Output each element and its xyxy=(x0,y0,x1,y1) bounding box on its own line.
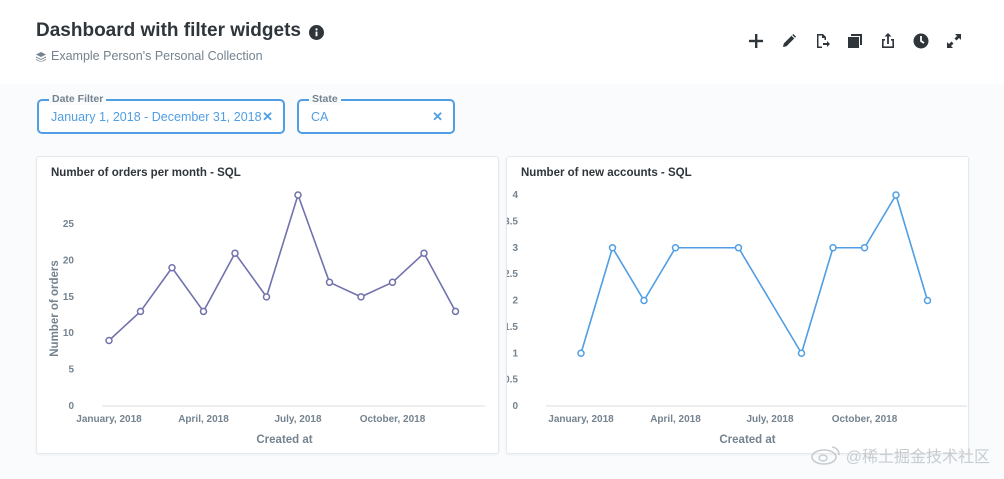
orders-chart-card[interactable]: Number of orders per month - SQL 0 5 10 15 2… xyxy=(36,156,499,454)
watermark: @稀土掘金技术社区 xyxy=(810,443,990,467)
y-tick-label: 0 xyxy=(68,401,74,412)
accounts-line-chart: 0 0.5 1 1.5 2 2.5 3 3.5 4 January, 2018 April, 201… xyxy=(507,190,967,446)
data-point[interactable] xyxy=(388,278,397,287)
data-point[interactable] xyxy=(199,307,208,316)
state-filter-widget[interactable]: State CA ✕ xyxy=(297,93,455,134)
data-point[interactable] xyxy=(892,191,900,199)
state-filter-clear-button[interactable]: ✕ xyxy=(432,109,443,124)
duplicate-icon[interactable] xyxy=(838,31,871,51)
y-axis-title: Number of orders xyxy=(49,260,61,357)
series-line xyxy=(108,194,457,342)
y-tick-label: 2.5 xyxy=(507,269,518,280)
y-tick-label: 3 xyxy=(512,243,518,254)
x-tick-label: April, 2018 xyxy=(178,414,229,425)
x-tick-label: January, 2018 xyxy=(548,414,614,425)
data-point[interactable] xyxy=(640,296,648,305)
y-tick-label: 1 xyxy=(512,348,518,359)
collection-breadcrumb[interactable]: Example Person's Personal Collection xyxy=(36,49,263,63)
data-point[interactable] xyxy=(231,249,239,257)
auto-refresh-icon[interactable] xyxy=(904,31,937,51)
data-point[interactable] xyxy=(577,349,585,357)
accounts-chart-card[interactable]: Number of new accounts - SQL 0 0.5 1 1.5 2 2.… xyxy=(506,156,969,454)
date-filter-value[interactable]: January 1, 2018 - December 31, 2018 xyxy=(51,110,262,124)
data-point[interactable] xyxy=(671,244,680,252)
date-filter-clear-button[interactable]: ✕ xyxy=(262,109,273,124)
collection-name: Example Person's Personal Collection xyxy=(51,49,263,63)
y-tick-label: 0 xyxy=(512,401,518,412)
data-point[interactable] xyxy=(829,244,837,252)
x-tick-label: January, 2018 xyxy=(76,414,142,425)
x-tick-label: October, 2018 xyxy=(360,414,426,425)
page-title-text: Dashboard with filter widgets xyxy=(36,20,301,41)
move-icon[interactable] xyxy=(805,31,838,51)
x-axis-title: Created at xyxy=(719,434,775,446)
series-line xyxy=(580,194,929,355)
data-point[interactable] xyxy=(325,278,334,287)
collection-icon xyxy=(36,51,46,62)
date-filter-widget[interactable]: Date Filter January 1, 2018 - December 3… xyxy=(37,93,285,134)
y-tick-label: 1.5 xyxy=(507,322,518,333)
data-point[interactable] xyxy=(420,249,428,257)
edit-icon[interactable] xyxy=(772,31,805,51)
state-filter-label: State xyxy=(309,93,341,105)
info-icon[interactable] xyxy=(308,24,324,40)
accounts-chart-title[interactable]: Number of new accounts - SQL xyxy=(521,167,692,179)
y-tick-label: 20 xyxy=(63,255,75,266)
page-title: Dashboard with filter widgets xyxy=(36,20,324,42)
data-point[interactable] xyxy=(294,191,302,199)
date-filter-label: Date Filter xyxy=(49,93,107,105)
x-tick-label: October, 2018 xyxy=(832,414,898,425)
y-tick-label: 3.5 xyxy=(507,216,518,227)
y-tick-label: 10 xyxy=(63,328,75,339)
data-point[interactable] xyxy=(860,244,869,252)
y-tick-label: 0.5 xyxy=(507,375,518,386)
data-point[interactable] xyxy=(923,296,932,305)
fullscreen-icon[interactable] xyxy=(937,31,970,51)
data-point[interactable] xyxy=(136,307,145,316)
watermark-text: @稀土掘金技术社区 xyxy=(845,449,990,466)
y-tick-label: 25 xyxy=(63,219,75,230)
data-point[interactable] xyxy=(797,349,806,357)
data-point[interactable] xyxy=(168,264,176,272)
share-icon[interactable] xyxy=(871,31,904,51)
y-tick-label: 4 xyxy=(512,190,518,201)
dashboard-header: Dashboard with filter widgets Example Pe… xyxy=(0,0,1004,84)
weibo-logo-icon xyxy=(810,445,842,465)
y-tick-label: 5 xyxy=(68,365,74,376)
y-tick-label: 15 xyxy=(63,292,75,303)
x-tick-label: July, 2018 xyxy=(746,414,794,425)
dashboard-toolbar xyxy=(739,31,970,51)
state-filter-value[interactable]: CA xyxy=(311,110,329,124)
orders-line-chart: 0 5 10 15 20 25 January, 2018 April, 2018 July, … xyxy=(49,191,485,446)
x-tick-label: April, 2018 xyxy=(650,414,701,425)
data-point[interactable] xyxy=(105,336,113,345)
add-icon[interactable] xyxy=(739,31,772,51)
data-point[interactable] xyxy=(451,307,460,316)
data-point[interactable] xyxy=(262,293,271,301)
data-point[interactable] xyxy=(734,244,743,252)
data-point[interactable] xyxy=(608,244,617,252)
y-tick-label: 2 xyxy=(512,296,518,307)
x-axis-title: Created at xyxy=(256,434,312,446)
data-point[interactable] xyxy=(357,293,365,301)
orders-chart-title[interactable]: Number of orders per month - SQL xyxy=(51,167,241,179)
x-tick-label: July, 2018 xyxy=(274,414,322,425)
